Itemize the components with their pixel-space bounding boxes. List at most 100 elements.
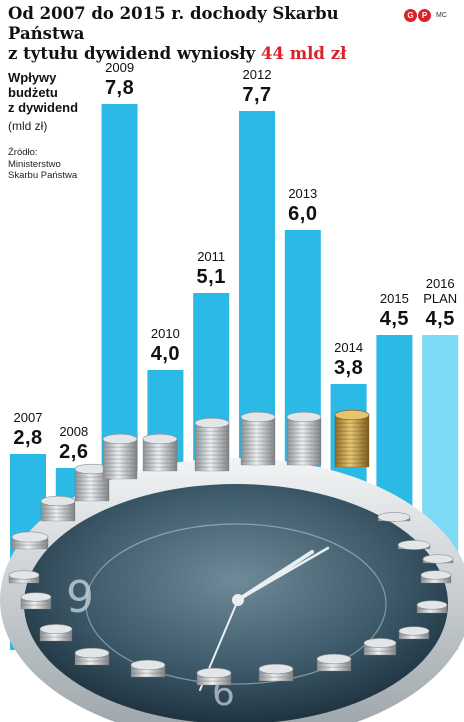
coin-edge — [74, 496, 110, 502]
category-label: 2011 — [197, 249, 226, 264]
coin-edge — [240, 456, 276, 462]
coin-edge — [130, 672, 166, 678]
unit-label: (mld zł) — [8, 119, 48, 133]
coin-edge — [40, 508, 76, 514]
coin-edge — [20, 604, 52, 610]
coin-edge — [8, 578, 40, 584]
coin-top — [196, 667, 232, 679]
coin-edge — [102, 462, 138, 468]
category-label: 2014 — [334, 340, 364, 355]
coin-top — [416, 600, 448, 610]
coin — [39, 624, 73, 642]
coin-edge — [142, 458, 178, 464]
y-axis-label: Wpływy budżetu z dywidend — [8, 70, 108, 115]
coin — [363, 638, 397, 656]
coin-stack — [286, 411, 322, 466]
category-label: 2008 — [59, 424, 89, 439]
coin-edge — [240, 460, 276, 466]
coin-edge — [40, 516, 76, 522]
coin — [74, 647, 110, 666]
logo-p-icon: P — [418, 9, 431, 22]
source-line: Źródło: — [8, 147, 38, 158]
coin-edge — [334, 422, 370, 428]
clock-inner-ring — [85, 523, 387, 685]
coin-top — [397, 540, 431, 550]
coin-edge — [74, 492, 110, 498]
coin-top — [130, 659, 166, 671]
coin-edge — [316, 666, 352, 672]
category-label: 2016 — [425, 276, 455, 291]
coin-edge — [334, 446, 370, 452]
coin-edge — [286, 452, 322, 458]
value-label: 4,5 — [425, 308, 455, 330]
coin-stack — [102, 433, 138, 480]
coin-top — [240, 411, 276, 423]
coin-edge — [240, 436, 276, 442]
coin-edge — [194, 446, 230, 452]
coin-stack — [142, 433, 178, 472]
coin-top — [11, 531, 49, 543]
coin-edge — [334, 438, 370, 444]
coin-edge — [398, 634, 430, 640]
value-label: 2,8 — [13, 427, 43, 449]
coin-stack — [240, 411, 276, 466]
publisher-logo: G P MC — [404, 9, 447, 22]
coin-edge — [102, 466, 138, 472]
coin-edge — [240, 428, 276, 434]
coin-edge — [11, 544, 49, 550]
coin-stacks-illustration — [8, 409, 454, 686]
value-label: 6,0 — [288, 203, 318, 225]
coin-edge — [194, 462, 230, 468]
y-axis-label-line: Wpływy — [8, 70, 57, 85]
coin-edge — [196, 680, 232, 686]
coin-edge — [102, 474, 138, 480]
clock-numeral-nine: 9 — [66, 572, 94, 623]
coin-top — [316, 653, 352, 665]
title-highlight: 44 mld zł — [260, 44, 347, 63]
coin-top — [363, 638, 397, 648]
coin-edge — [286, 460, 322, 466]
coin-edge — [286, 424, 322, 430]
coin-edge — [194, 466, 230, 472]
value-label: 7,7 — [242, 84, 272, 106]
coin-edge — [142, 466, 178, 472]
coin — [196, 667, 232, 686]
coin-stack — [40, 495, 76, 522]
coin — [377, 512, 411, 522]
coin-top — [74, 647, 110, 659]
coin-edge — [102, 446, 138, 452]
coin-edge — [142, 446, 178, 452]
coin-edge — [142, 454, 178, 460]
coin-edge — [240, 432, 276, 438]
coin-edge — [74, 488, 110, 494]
coin-stack-gold — [334, 409, 370, 468]
coin-edge — [286, 428, 322, 434]
coin-edge — [142, 462, 178, 468]
coin-edge — [194, 438, 230, 444]
coin-top — [39, 624, 73, 634]
coin-stack — [194, 417, 230, 472]
coin-edge — [142, 450, 178, 456]
coin-top — [398, 626, 430, 636]
coin-edge — [194, 454, 230, 460]
coin-top — [194, 417, 230, 429]
coin — [416, 600, 448, 614]
source-line: Ministerstwo — [8, 158, 61, 170]
coin-edge — [286, 444, 322, 450]
coin-edge — [334, 454, 370, 460]
coin-edge — [334, 434, 370, 440]
coin-edge — [240, 440, 276, 446]
coin-edge — [194, 458, 230, 464]
value-label: 2,6 — [59, 441, 89, 463]
value-label: 7,8 — [104, 77, 135, 99]
coin — [258, 663, 294, 682]
clock-minute-hand — [236, 546, 330, 602]
coin-top — [20, 592, 52, 602]
coin — [397, 540, 431, 550]
coin-edge — [74, 660, 110, 666]
value-label: 4,5 — [379, 308, 410, 330]
coin-edge — [286, 448, 322, 454]
coin-top — [377, 512, 411, 522]
coin-top — [40, 495, 76, 507]
